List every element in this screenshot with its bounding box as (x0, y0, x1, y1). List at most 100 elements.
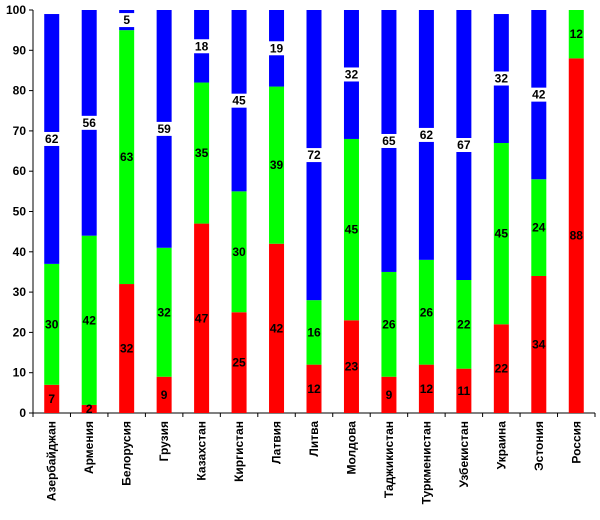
data-label-red: 11 (458, 384, 471, 398)
data-label-green: 45 (495, 227, 509, 241)
y-tick-label: 80 (13, 84, 27, 98)
y-tick-label: 60 (13, 164, 27, 178)
bar-segment-red (44, 384, 60, 413)
data-label-red: 9 (161, 388, 168, 402)
category-label: Киргистан (232, 421, 246, 482)
data-label-background (41, 131, 62, 146)
data-label-red: 23 (345, 360, 359, 374)
data-label-blue: 18 (195, 39, 209, 53)
data-label-green: 16 (307, 325, 321, 339)
data-label-blue: 72 (307, 148, 321, 162)
bar-segment-green (194, 82, 210, 224)
data-labels: 7306224256326359325947351825304542391912… (41, 13, 584, 416)
bar-segment-red (269, 243, 285, 413)
bar-segment-red (418, 364, 434, 413)
data-label-red: 47 (195, 311, 209, 325)
y-tick-label: 20 (13, 325, 27, 339)
data-label-blue: 59 (157, 122, 171, 136)
bar-segment-green (418, 259, 434, 365)
data-label-red: 12 (307, 382, 321, 396)
data-label-green: 35 (195, 146, 209, 160)
bar-segment-red (194, 223, 210, 413)
data-label-background (116, 13, 137, 28)
bar-segment-red (381, 376, 397, 413)
bar-segment-red (81, 404, 97, 413)
category-label: Туркменистан (419, 421, 433, 504)
data-label-red: 88 (570, 229, 584, 243)
data-label-green: 30 (45, 317, 59, 331)
category-label: Молдова (344, 421, 358, 475)
data-label-background (154, 121, 175, 136)
data-label-red: 34 (532, 337, 546, 351)
data-label-background (229, 93, 250, 108)
data-label-blue: 5 (123, 13, 130, 27)
bar-segment-red (231, 312, 247, 413)
bar-segment-red (119, 284, 135, 413)
bar-segment-red (343, 320, 359, 413)
data-label-blue: 56 (83, 116, 97, 130)
category-label: Украина (494, 421, 508, 470)
y-tick-label: 70 (13, 124, 27, 138)
data-label-red: 32 (120, 342, 134, 356)
data-label-blue: 62 (45, 132, 59, 146)
data-label-red: 22 (495, 362, 509, 376)
data-label-red: 7 (48, 392, 55, 406)
data-label-blue: 32 (495, 72, 509, 86)
data-label-green: 45 (345, 223, 359, 237)
bar-segment-red (493, 324, 509, 413)
data-label-background (341, 67, 362, 82)
data-label-green: 26 (382, 317, 396, 331)
data-label-green: 24 (532, 221, 546, 235)
data-label-green: 63 (120, 150, 134, 164)
data-label-background (528, 87, 549, 102)
data-label-blue: 65 (382, 134, 396, 148)
bar-segment-green (44, 263, 60, 385)
bar-segment-green (119, 30, 135, 285)
bar-segment-green (231, 191, 247, 313)
bar-segment-red (156, 376, 172, 413)
data-label-background (378, 133, 399, 148)
category-label: Армения (82, 421, 96, 474)
data-label-green: 12 (570, 27, 584, 41)
bar-segment-red (306, 364, 322, 413)
data-label-red: 2 (86, 402, 93, 416)
bar-segment-green (81, 235, 97, 405)
bar-segment-green (493, 142, 509, 325)
data-label-red: 12 (420, 382, 434, 396)
bar-segment-green (343, 138, 359, 321)
y-tick-label: 90 (13, 43, 27, 57)
category-label: Россия (569, 421, 583, 464)
y-tick-label: 10 (13, 366, 27, 380)
bar-segment-green (568, 10, 584, 59)
data-label-blue: 42 (532, 88, 546, 102)
data-label-green: 39 (270, 158, 284, 172)
axes: 0 10 20 30 40 50 60 70 80 90 100 Азербайджан Армения… (6, 3, 596, 504)
category-label: Узбекистан (457, 421, 471, 487)
bar-segment-green (269, 86, 285, 244)
data-label-background (416, 127, 437, 142)
bar-segment-green (156, 247, 172, 377)
category-label: Белорусия (120, 421, 134, 486)
data-label-blue: 19 (270, 41, 284, 55)
data-label-blue: 67 (457, 138, 471, 152)
data-label-background (491, 71, 512, 86)
category-label: Таджикистан (382, 421, 396, 498)
data-label-background (453, 138, 474, 153)
data-label-background (79, 115, 100, 130)
bar-segment-red (456, 368, 472, 413)
bar-segment-green (381, 271, 397, 377)
y-tick-label: 100 (6, 3, 26, 17)
data-label-blue: 62 (420, 128, 434, 142)
data-label-green: 32 (157, 305, 171, 319)
bar-segment-green (456, 280, 472, 369)
data-label-green: 22 (457, 317, 471, 331)
data-label-background (266, 41, 287, 56)
y-tick-label: 40 (13, 245, 27, 259)
bar-segment-red (568, 58, 584, 414)
data-label-red: 42 (270, 321, 284, 335)
y-tick-label: 30 (13, 285, 27, 299)
category-label: Азербайджан (45, 421, 59, 501)
data-label-red: 25 (232, 356, 246, 370)
data-label-background (304, 148, 324, 163)
